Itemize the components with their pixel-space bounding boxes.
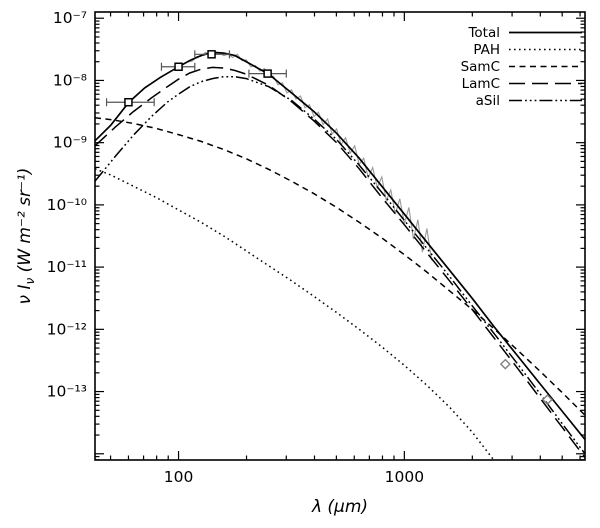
legend-label: PAH (473, 42, 500, 58)
photometry-square-point (194, 50, 231, 59)
x-tick-label: 1000 (385, 468, 424, 486)
y-tick-label: 10⁻⁷ (53, 9, 87, 27)
y-tick-label: 10⁻¹² (47, 320, 87, 338)
legend-item-lamc: LamC (462, 76, 582, 92)
legend-item-total: Total (467, 25, 582, 41)
observed-spectrum-trace (187, 51, 433, 261)
diamond-marker (541, 394, 553, 406)
photometry-square-point (105, 97, 155, 107)
photometry-square-point (160, 62, 196, 72)
pah-curve (95, 168, 495, 460)
asil-curve (95, 75, 585, 455)
legend-label: SamC (461, 59, 500, 75)
legend-label: LamC (462, 76, 500, 92)
legend-item-asil: aSil (476, 93, 582, 109)
legend-item-samc: SamC (461, 59, 582, 75)
total-curve (95, 51, 585, 441)
legend-item-pah: PAH (473, 42, 582, 58)
x-axis-title: λ (μm) (311, 497, 368, 517)
x-tick-label: 100 (164, 468, 194, 486)
model-curves-layer (95, 51, 585, 460)
legend-label: Total (467, 25, 500, 41)
square-marker (124, 97, 133, 107)
samc-curve (95, 117, 585, 416)
diamond-marker (499, 358, 511, 370)
square-marker (207, 50, 216, 59)
y-tick-label: 10⁻⁸ (53, 71, 87, 89)
lamc-curve (95, 66, 585, 458)
y-tick-label: 10⁻¹³ (47, 383, 87, 401)
observed-spectrum-layer (187, 51, 433, 261)
photometry-layer (105, 50, 553, 406)
plot-frame (94, 11, 586, 461)
legend-label: aSil (476, 93, 500, 109)
y-tick-label: 10⁻¹¹ (47, 258, 87, 276)
square-marker (174, 62, 183, 72)
y-axis-title: ν Iν (W m⁻² sr⁻¹) (15, 168, 37, 305)
y-tick-label: 10⁻¹⁰ (47, 196, 87, 214)
photometry-square-point (248, 69, 287, 78)
y-tick-label: 10⁻⁹ (53, 134, 87, 152)
square-marker (263, 69, 272, 78)
